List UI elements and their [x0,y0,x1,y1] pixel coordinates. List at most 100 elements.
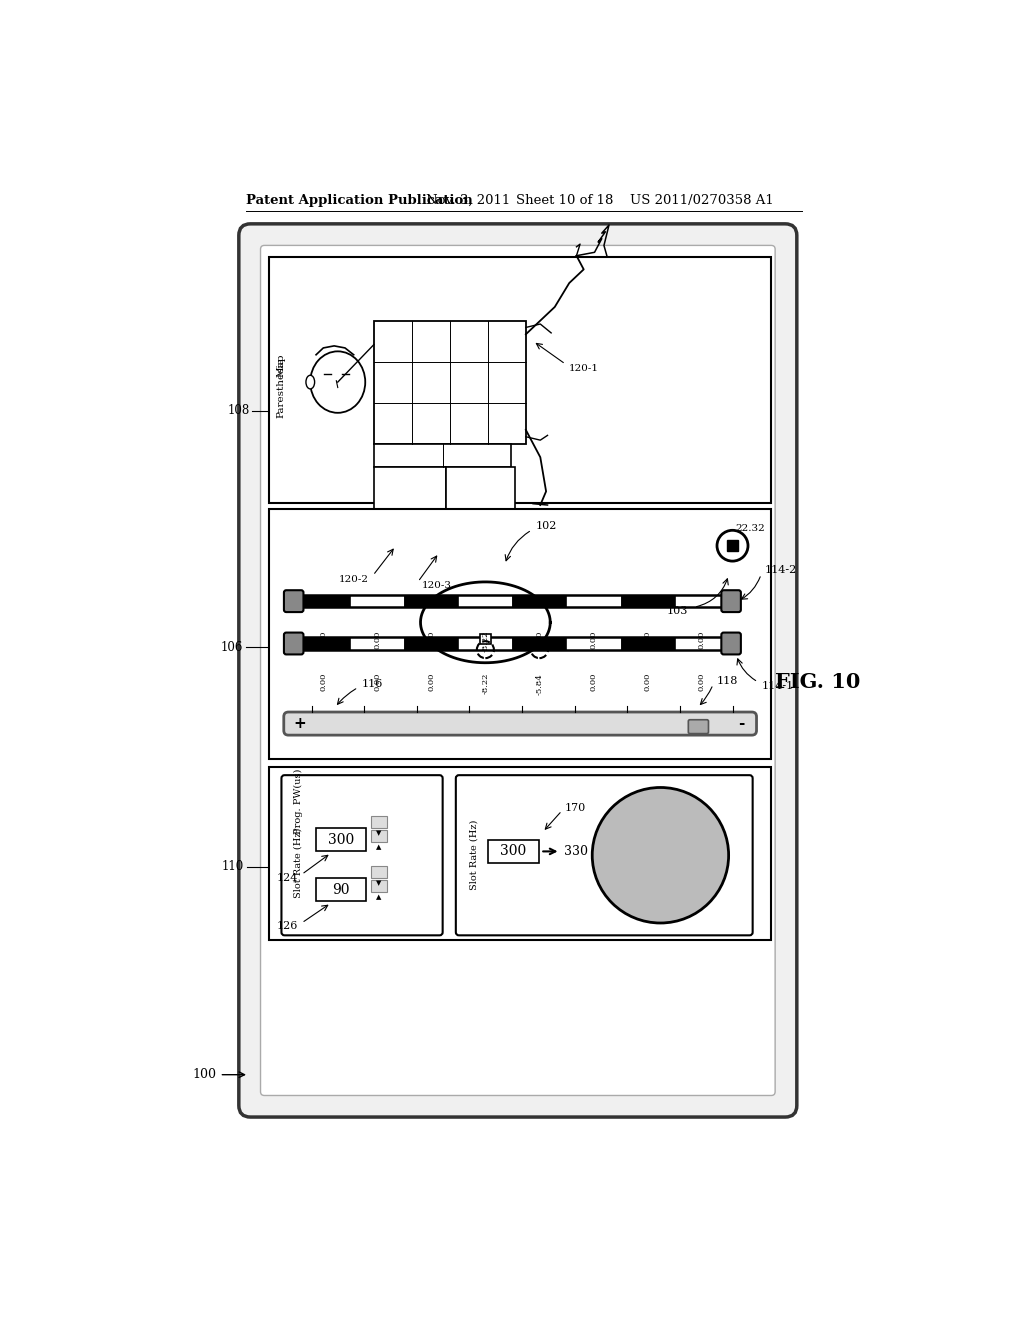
Text: -: - [738,715,744,731]
FancyBboxPatch shape [447,578,510,597]
Text: 120-2: 120-2 [339,576,369,583]
Bar [727,540,738,552]
Text: 120-1: 120-1 [568,363,599,372]
Bar [296,595,729,607]
FancyBboxPatch shape [721,590,741,612]
Bar [315,829,366,851]
Text: Slot Rate (Hz): Slot Rate (Hz) [294,828,303,898]
Text: 300: 300 [328,833,354,847]
Bar [404,638,459,649]
Bar [450,543,508,581]
Text: 22.32: 22.32 [735,524,765,533]
Text: 116: 116 [361,680,383,689]
Text: 0.00: 0.00 [697,631,706,649]
Bar [459,595,512,607]
Text: Paresthesia: Paresthesia [276,358,286,418]
Bar [404,595,459,607]
Text: -5.84: -5.84 [536,673,544,694]
Bar [315,878,366,902]
Text: Sheet 10 of 18: Sheet 10 of 18 [515,194,613,207]
Text: 106: 106 [220,640,243,653]
Circle shape [592,788,729,923]
Text: 0.00: 0.00 [319,631,328,649]
Text: -8.22: -8.22 [481,631,489,652]
Text: 90: 90 [332,883,349,896]
Bar [374,467,446,543]
Text: 330: 330 [564,845,589,858]
Bar [374,321,526,444]
Text: 0.00: 0.00 [697,673,706,692]
Ellipse shape [306,375,314,389]
Text: Nov. 3, 2011: Nov. 3, 2011 [426,194,511,207]
Bar [621,595,675,607]
Text: US 2011/0270358 A1: US 2011/0270358 A1 [630,194,774,207]
Bar [675,595,729,607]
Text: 0.00: 0.00 [427,673,435,692]
Text: ▼: ▼ [377,830,382,836]
Text: 126: 126 [278,921,299,931]
FancyBboxPatch shape [372,880,387,892]
Bar [480,635,490,644]
FancyBboxPatch shape [260,246,775,1096]
FancyBboxPatch shape [284,632,303,655]
FancyBboxPatch shape [239,224,797,1117]
Text: -8.22: -8.22 [481,673,489,694]
Text: ▼: ▼ [377,880,382,886]
Text: ▲: ▲ [377,894,382,900]
FancyBboxPatch shape [456,775,753,936]
FancyBboxPatch shape [284,711,757,735]
Text: 0.00: 0.00 [643,631,651,649]
Bar [488,840,539,863]
Bar [566,595,621,607]
Text: 114-2: 114-2 [764,565,797,576]
Bar [675,638,729,649]
FancyBboxPatch shape [375,578,441,597]
Bar [512,595,566,607]
Text: ▲: ▲ [377,843,382,850]
Text: FIG. 10: FIG. 10 [775,672,860,692]
Text: 100: 100 [193,1068,216,1081]
Text: 0.00: 0.00 [643,673,651,692]
Bar [296,638,350,649]
FancyBboxPatch shape [284,590,303,612]
Bar [566,638,621,649]
FancyBboxPatch shape [688,719,709,734]
Bar [296,638,729,649]
Bar [512,638,566,649]
Text: 108: 108 [227,404,250,417]
FancyBboxPatch shape [372,816,387,829]
Text: 0.00: 0.00 [427,631,435,649]
Text: 0.00: 0.00 [590,631,597,649]
Text: +: + [293,715,305,731]
Text: 102: 102 [536,521,557,531]
Text: 120-3: 120-3 [422,581,452,590]
Bar [446,467,515,543]
Text: 0.00: 0.00 [536,631,544,649]
Text: 118: 118 [716,676,737,686]
Text: Patent Application Publication: Patent Application Publication [246,194,472,207]
Text: 110: 110 [222,861,245,874]
Text: Slot Rate (Hz): Slot Rate (Hz) [470,820,479,891]
Text: 103: 103 [667,606,687,616]
FancyBboxPatch shape [721,632,741,655]
Ellipse shape [310,351,366,413]
Bar [269,508,771,759]
Text: 0.00: 0.00 [319,673,328,692]
Bar [350,638,404,649]
Text: Prog. PW(us): Prog. PW(us) [294,768,303,834]
Bar [378,543,439,581]
Text: 114-1: 114-1 [761,681,794,690]
Text: 170: 170 [565,803,587,813]
Circle shape [717,531,748,561]
Bar [459,638,512,649]
FancyBboxPatch shape [372,866,387,878]
Text: 300: 300 [501,845,526,858]
Text: 0.00: 0.00 [374,631,381,649]
Text: 0.00: 0.00 [374,673,381,692]
Bar [269,257,771,503]
Text: 124: 124 [278,873,299,883]
Bar [350,595,404,607]
Bar [296,595,350,607]
FancyBboxPatch shape [372,830,387,842]
Text: 0.00: 0.00 [590,673,597,692]
